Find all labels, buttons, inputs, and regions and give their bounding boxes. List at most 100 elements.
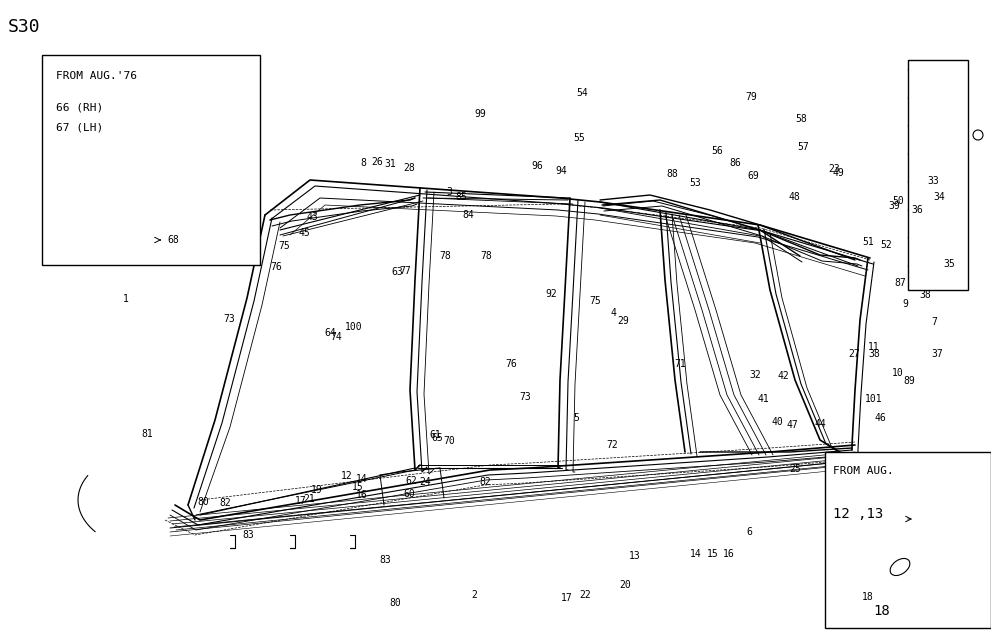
Text: 52: 52 xyxy=(880,240,892,250)
Text: 14: 14 xyxy=(356,474,368,485)
Text: 82: 82 xyxy=(219,497,231,508)
Text: 15: 15 xyxy=(707,549,718,560)
Text: 60: 60 xyxy=(403,488,415,499)
Text: 76: 76 xyxy=(271,262,282,272)
Text: 16: 16 xyxy=(722,549,734,560)
Text: 47: 47 xyxy=(787,420,799,430)
Text: 89: 89 xyxy=(904,376,916,386)
Text: 10: 10 xyxy=(892,368,904,378)
Text: S30: S30 xyxy=(8,18,41,36)
Text: 75: 75 xyxy=(590,296,602,306)
Text: 22: 22 xyxy=(580,590,592,600)
Text: 31: 31 xyxy=(385,159,396,169)
Text: 17: 17 xyxy=(294,496,306,506)
Text: 45: 45 xyxy=(298,228,310,238)
Text: 83: 83 xyxy=(380,554,391,565)
Bar xyxy=(825,452,991,628)
Text: 12: 12 xyxy=(341,470,353,481)
Text: 76: 76 xyxy=(505,359,517,369)
Text: 50: 50 xyxy=(892,196,904,206)
Text: 69: 69 xyxy=(747,171,759,181)
Text: 83: 83 xyxy=(243,530,255,540)
Text: 8: 8 xyxy=(361,158,367,169)
Text: 2: 2 xyxy=(472,590,478,600)
Text: 4: 4 xyxy=(610,308,616,318)
Text: 36: 36 xyxy=(912,205,924,215)
Text: 100: 100 xyxy=(345,322,363,332)
Text: FROM AUG.'76: FROM AUG.'76 xyxy=(56,71,137,81)
Text: 66 (RH): 66 (RH) xyxy=(56,103,103,113)
Text: 87: 87 xyxy=(894,278,906,288)
Text: FROM AUG.: FROM AUG. xyxy=(833,466,894,476)
Text: 55: 55 xyxy=(573,133,585,143)
Text: 78: 78 xyxy=(481,251,493,262)
Text: 77: 77 xyxy=(399,265,411,276)
Text: 63: 63 xyxy=(391,267,403,278)
Text: 28: 28 xyxy=(403,163,415,173)
Text: 68: 68 xyxy=(167,235,178,245)
Text: 35: 35 xyxy=(943,259,955,269)
Text: 81: 81 xyxy=(142,429,154,439)
Text: 56: 56 xyxy=(712,146,723,156)
Text: 54: 54 xyxy=(576,88,588,98)
Text: 39: 39 xyxy=(888,201,900,212)
Text: 12 ,13: 12 ,13 xyxy=(833,507,883,521)
Text: 51: 51 xyxy=(862,237,874,247)
Text: 74: 74 xyxy=(330,332,342,342)
Text: 40: 40 xyxy=(771,417,783,427)
Circle shape xyxy=(973,130,983,140)
Text: 1: 1 xyxy=(123,294,129,304)
Text: 53: 53 xyxy=(690,178,702,188)
Text: 9: 9 xyxy=(903,299,909,309)
Text: 88: 88 xyxy=(666,169,678,179)
Text: 48: 48 xyxy=(789,192,801,203)
Text: 20: 20 xyxy=(619,579,631,590)
Text: 27: 27 xyxy=(848,349,860,359)
Text: 34: 34 xyxy=(934,192,945,203)
Text: 18: 18 xyxy=(862,592,874,603)
Text: 67 (LH): 67 (LH) xyxy=(56,123,103,133)
Text: 25: 25 xyxy=(789,464,801,474)
Text: 80: 80 xyxy=(389,597,401,608)
Text: 13: 13 xyxy=(629,551,641,561)
Text: 70: 70 xyxy=(443,436,455,446)
Text: 41: 41 xyxy=(757,394,769,404)
Text: 17: 17 xyxy=(561,593,573,603)
Text: 96: 96 xyxy=(531,161,543,171)
Text: 85: 85 xyxy=(455,192,467,203)
Text: 92: 92 xyxy=(545,288,557,299)
Text: 86: 86 xyxy=(729,158,741,169)
Bar xyxy=(908,60,968,290)
Text: 72: 72 xyxy=(606,440,618,451)
Text: 7: 7 xyxy=(932,317,937,327)
Text: 29: 29 xyxy=(617,315,629,326)
Text: 80: 80 xyxy=(197,497,209,507)
Text: 62: 62 xyxy=(405,476,417,486)
Text: 38: 38 xyxy=(920,290,932,300)
Text: 44: 44 xyxy=(815,419,826,429)
Text: 3: 3 xyxy=(446,187,452,197)
Text: 84: 84 xyxy=(463,210,475,221)
Text: 15: 15 xyxy=(352,482,364,492)
Text: 82: 82 xyxy=(480,477,492,487)
Text: 49: 49 xyxy=(832,168,844,178)
Text: 26: 26 xyxy=(372,156,384,167)
Text: 73: 73 xyxy=(223,314,235,324)
Text: 75: 75 xyxy=(278,240,290,251)
Text: 58: 58 xyxy=(795,113,807,124)
Bar xyxy=(42,55,260,265)
Text: 24: 24 xyxy=(419,477,431,487)
Text: 43: 43 xyxy=(306,212,318,222)
Text: 33: 33 xyxy=(928,176,939,186)
Text: 79: 79 xyxy=(745,92,757,103)
Text: 6: 6 xyxy=(746,527,752,537)
Text: 99: 99 xyxy=(475,109,487,119)
Text: 61: 61 xyxy=(429,429,441,440)
Text: 78: 78 xyxy=(439,251,451,262)
Text: 42: 42 xyxy=(777,370,789,381)
Text: 64: 64 xyxy=(324,328,336,338)
Text: 38: 38 xyxy=(868,349,880,360)
Text: 71: 71 xyxy=(674,359,686,369)
Text: 21: 21 xyxy=(303,494,315,504)
Text: 19: 19 xyxy=(311,485,323,495)
